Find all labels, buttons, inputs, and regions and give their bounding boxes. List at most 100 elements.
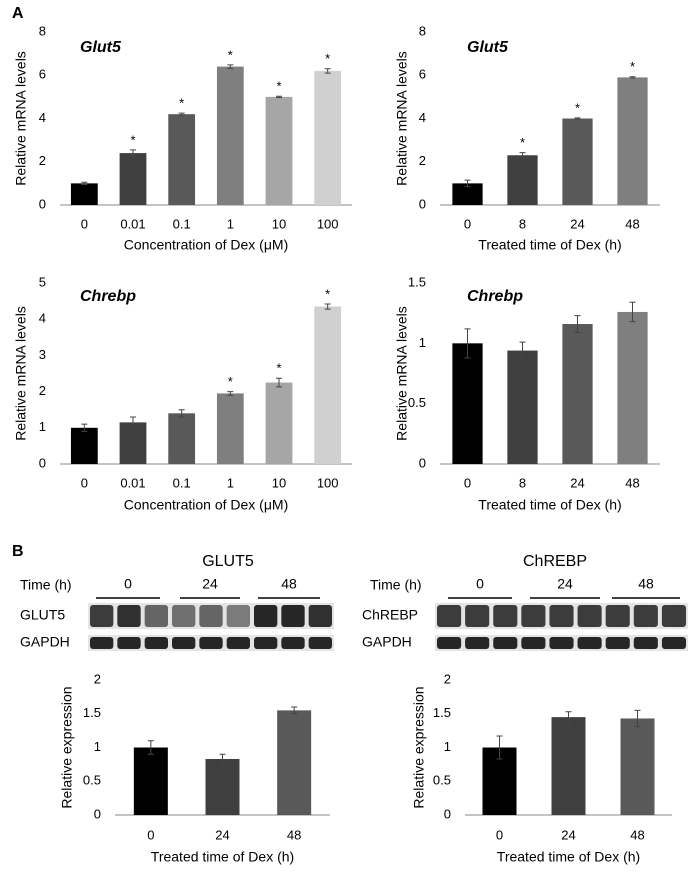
y-tick-label: 0 [94, 806, 101, 821]
blot-band [549, 637, 574, 649]
y-axis-label: Relative mRNA levels [394, 306, 410, 441]
blot-band [281, 637, 305, 649]
time-value: 0 [476, 576, 484, 592]
blot-band [661, 637, 686, 649]
bar [507, 350, 538, 464]
x-tick-label: 48 [287, 827, 301, 842]
x-tick-label: 24 [570, 475, 584, 490]
y-tick-label: 2 [39, 383, 46, 398]
x-tick-label: 0 [464, 475, 471, 490]
blot-band [90, 637, 114, 649]
y-tick-label: 1.5 [433, 705, 451, 720]
blot-band [577, 605, 602, 627]
blot-band [493, 605, 518, 627]
chart-title: Glut5 [467, 39, 509, 56]
error-bar [219, 753, 226, 765]
error-bar [130, 149, 136, 157]
x-tick-label: 1 [227, 475, 234, 490]
significance-mark: * [575, 100, 580, 115]
error-bar [519, 152, 526, 159]
x-tick-label: 0 [147, 827, 154, 842]
y-tick-label: 0 [39, 455, 46, 470]
bar [168, 114, 196, 205]
chart-title: Chrebp [467, 288, 523, 305]
significance-mark: * [228, 47, 233, 62]
error-bar [147, 740, 154, 755]
x-tick-label: 0 [464, 216, 471, 231]
bar [265, 96, 293, 205]
error-bar [629, 301, 636, 323]
bar [119, 153, 147, 205]
bar [551, 717, 586, 815]
error-bar [276, 377, 282, 388]
significance-mark: * [130, 132, 135, 147]
bar [265, 382, 293, 464]
y-tick-label: 4 [419, 110, 426, 125]
x-tick-label: 24 [561, 827, 575, 842]
error-bar [629, 76, 636, 79]
y-tick-label: 5 [39, 274, 46, 289]
x-tick-label: 48 [625, 216, 639, 231]
y-tick-label: 0 [444, 806, 451, 821]
time-label: Time (h) [20, 577, 72, 593]
error-bar [130, 416, 136, 429]
blot-band [281, 605, 305, 627]
y-axis-label: Relative expression [411, 686, 427, 808]
time-value: 24 [557, 576, 573, 592]
x-tick-label: 100 [317, 216, 339, 231]
blot-band [605, 637, 630, 649]
blot-title: GLUT5 [202, 553, 254, 570]
error-bar [227, 391, 234, 396]
y-tick-label: 1.5 [408, 274, 426, 289]
bar [205, 758, 240, 815]
error-bar [324, 303, 331, 310]
significance-mark: * [325, 286, 330, 301]
y-tick-label: 2 [39, 153, 46, 168]
blot-band [172, 637, 196, 649]
x-tick-label: 10 [272, 216, 286, 231]
bar [562, 118, 593, 205]
x-tick-label: 8 [519, 216, 526, 231]
time-value: 48 [638, 576, 654, 592]
x-tick-label: 0.01 [120, 475, 145, 490]
error-bar [634, 709, 641, 728]
x-tick-label: 8 [519, 475, 526, 490]
error-bar [178, 112, 185, 116]
bar [119, 422, 147, 464]
blot-band [117, 637, 141, 649]
x-tick-label: 1 [227, 216, 234, 231]
y-tick-label: 3 [39, 347, 46, 362]
y-tick-label: 2 [94, 671, 101, 686]
error-bar [81, 423, 88, 432]
x-tick-label: 24 [570, 216, 584, 231]
error-bar [291, 706, 298, 715]
x-axis-label: Treated time of Dex (h) [478, 497, 621, 513]
blot-band [465, 605, 490, 627]
time-value: 24 [202, 576, 218, 592]
x-tick-label: 0 [81, 216, 88, 231]
x-axis-label: Treated time of Dex (h) [497, 849, 640, 865]
bar [70, 183, 98, 205]
x-tick-label: 0.1 [173, 216, 191, 231]
bar [620, 718, 655, 815]
error-bar [496, 735, 503, 760]
x-tick-label: 24 [215, 827, 229, 842]
blot-band [199, 605, 223, 627]
x-axis-label: Concentration of Dex (μM) [124, 237, 288, 253]
bar [216, 66, 244, 205]
y-tick-label: 1.5 [83, 705, 101, 720]
significance-mark: * [276, 361, 281, 376]
error-bar [227, 64, 234, 69]
x-tick-label: 0 [81, 475, 88, 490]
error-bar [81, 181, 88, 185]
y-tick-label: 0 [39, 196, 46, 211]
significance-mark: * [325, 51, 330, 66]
significance-mark: * [228, 374, 233, 389]
x-tick-label: 0 [496, 827, 503, 842]
bar [314, 70, 342, 205]
y-tick-label: 8 [419, 23, 426, 38]
bar [617, 311, 648, 464]
time-value: 0 [124, 576, 132, 592]
time-value: 48 [281, 576, 297, 592]
x-tick-label: 0.01 [120, 216, 145, 231]
